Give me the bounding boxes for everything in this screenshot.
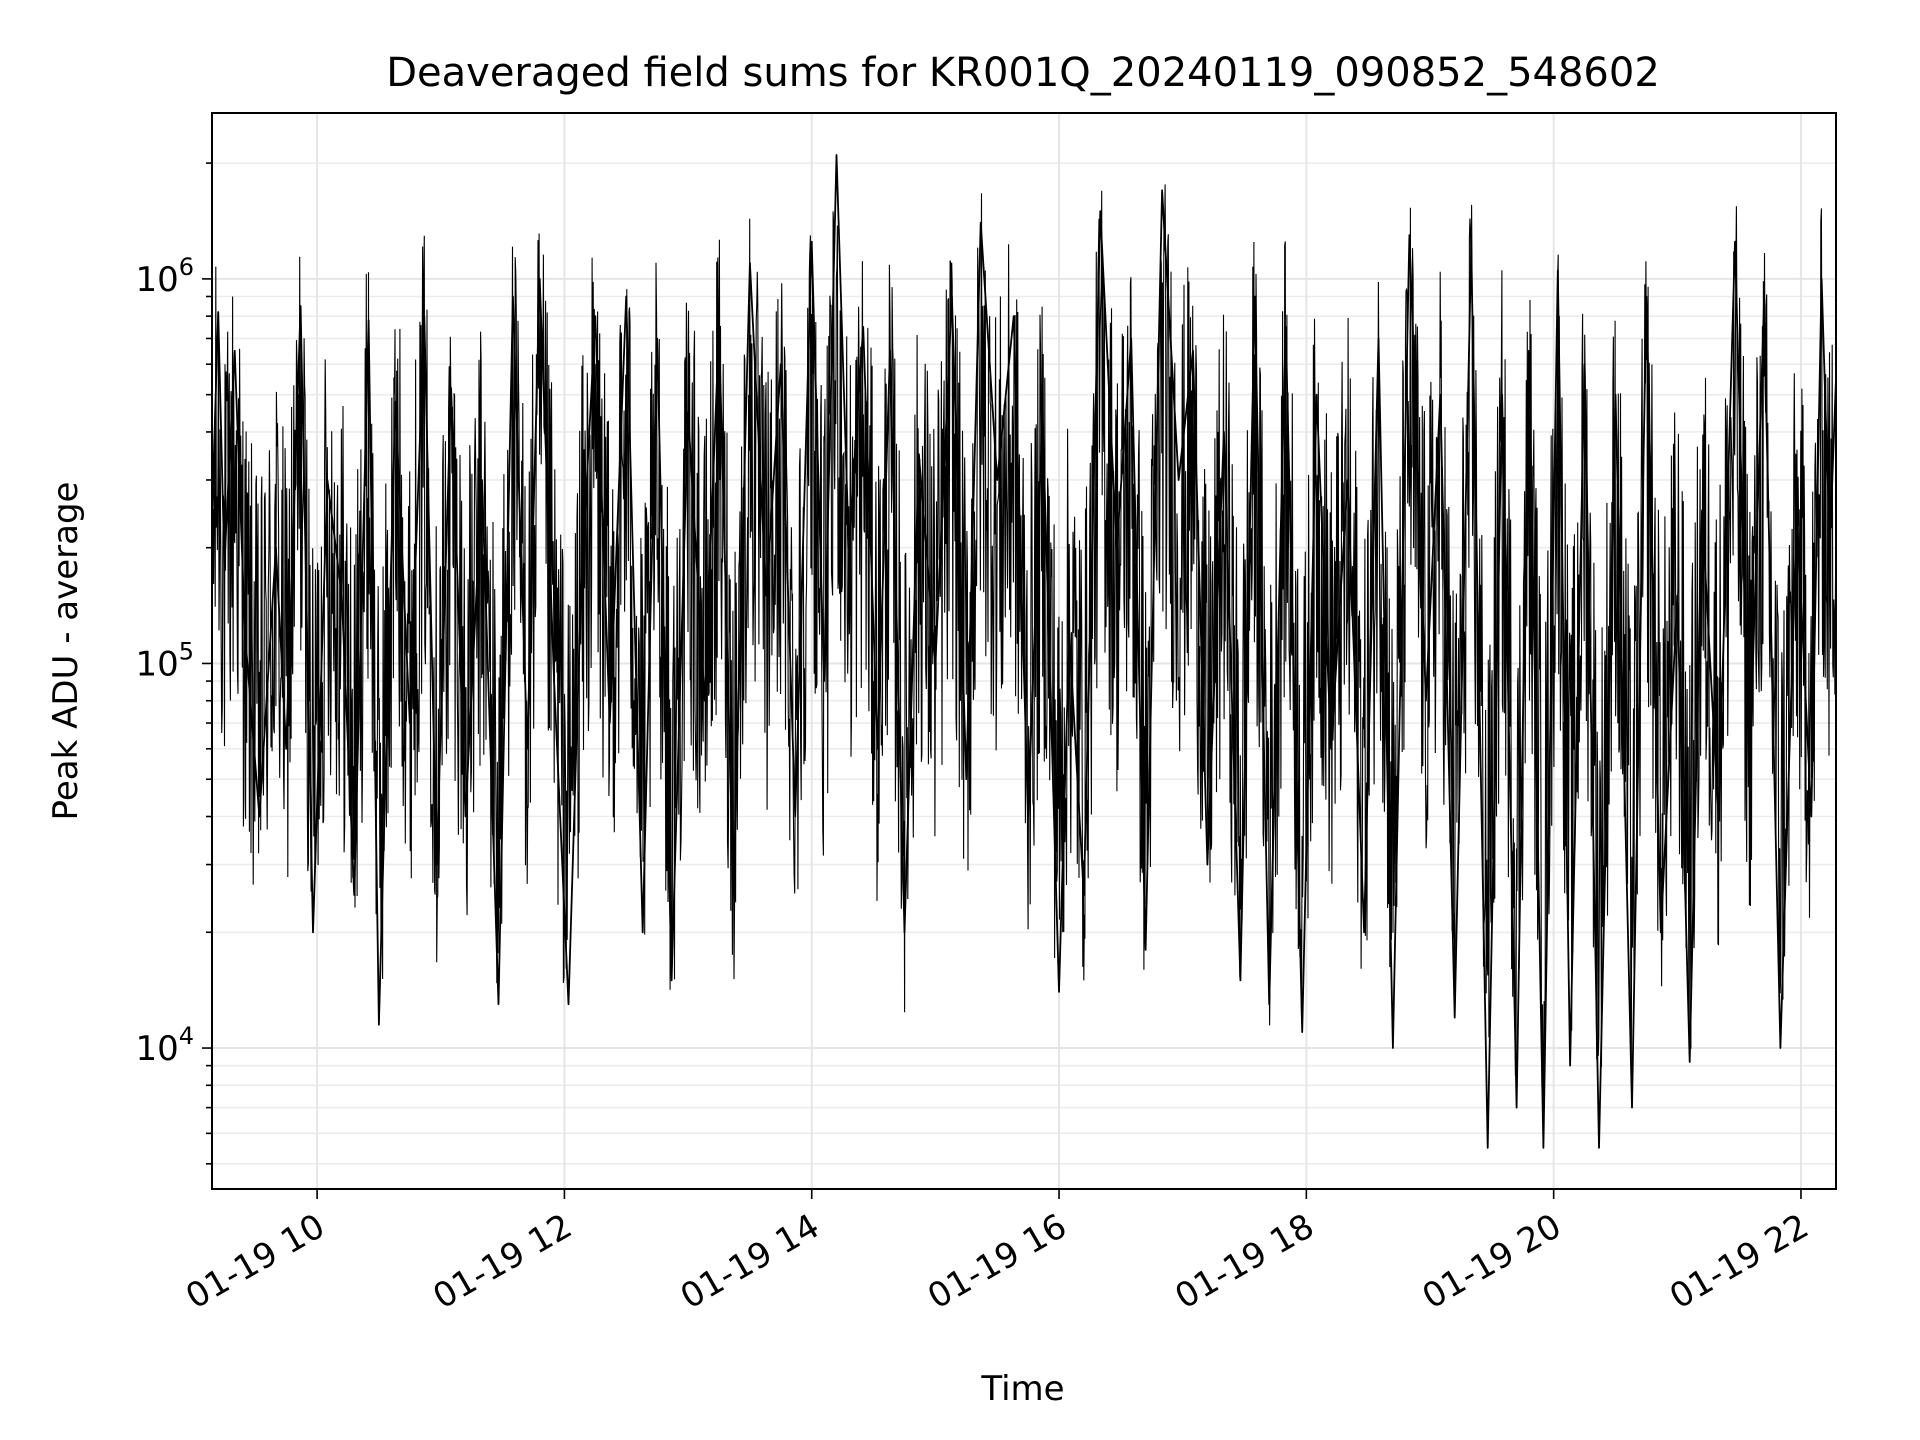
y-axis: 104 105 106	[135, 162, 212, 1165]
data-series	[211, 154, 1837, 1149]
x-axis-label: Time	[980, 1369, 1064, 1409]
y-axis-label: Peak ADU - average	[46, 482, 86, 821]
x-tick-label: 01-19 12	[427, 1206, 579, 1317]
x-tick-label: 01-19 20	[1416, 1206, 1568, 1317]
x-tick-label: 01-19 14	[674, 1206, 826, 1317]
y-tick-label: 104	[135, 1022, 194, 1069]
chart-title: Deaveraged field sums for KR001Q_2024011…	[386, 50, 1660, 96]
y-tick-label: 105	[135, 637, 194, 684]
x-tick-label: 01-19 22	[1663, 1206, 1815, 1317]
series-texture	[211, 184, 1837, 1098]
y-tick-label: 106	[135, 253, 194, 300]
plot-frame	[211, 112, 1837, 1190]
x-tick-label: 01-19 18	[1168, 1206, 1320, 1317]
x-tick-label: 01-19 10	[179, 1206, 331, 1317]
x-axis: 01-19 10 01-19 12 01-19 14 01-19 16 01-19 18…	[179, 1189, 1815, 1317]
x-tick-label: 01-19 16	[921, 1206, 1073, 1317]
